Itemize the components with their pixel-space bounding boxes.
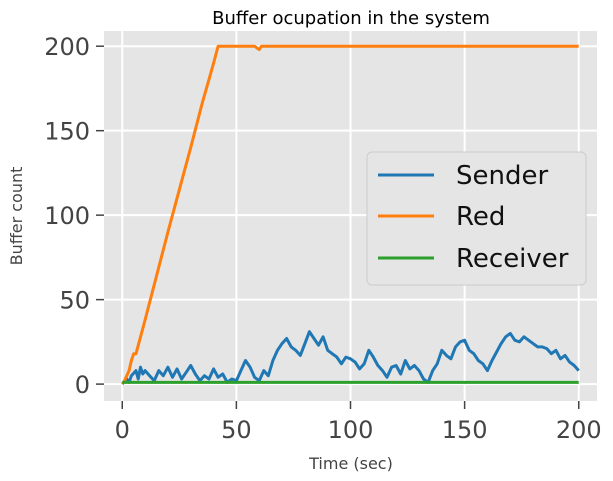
y-tick-label: 0 — [75, 371, 90, 399]
x-tick-label: 0 — [115, 416, 130, 444]
y-axis-label: Buffer count — [7, 167, 26, 266]
series-lines — [121, 44, 580, 386]
y-tick-label: 200 — [44, 33, 90, 61]
axis-ticks: 0 50 100 150 200 0 50 100 150 200 — [44, 33, 601, 444]
x-tick-label: 200 — [556, 416, 602, 444]
series-line-red — [121, 44, 579, 385]
y-tick-label: 100 — [44, 202, 90, 230]
x-tick-label: 50 — [221, 416, 252, 444]
x-tick-label: 150 — [442, 416, 488, 444]
legend: Sender Red Receiver — [366, 151, 587, 286]
legend-label-sender: Sender — [456, 161, 548, 191]
y-tick-label: 150 — [44, 118, 90, 146]
legend-label-red: Red — [456, 202, 505, 232]
legend-label-receiver: Receiver — [456, 244, 569, 274]
legend-box — [366, 151, 587, 286]
x-axis-label: Time (sec) — [308, 454, 393, 473]
x-tick-label: 100 — [328, 416, 374, 444]
chart-title: Buffer ocupation in the system — [212, 8, 490, 29]
y-tick-label: 50 — [59, 287, 90, 315]
series-line-sender — [121, 330, 580, 386]
